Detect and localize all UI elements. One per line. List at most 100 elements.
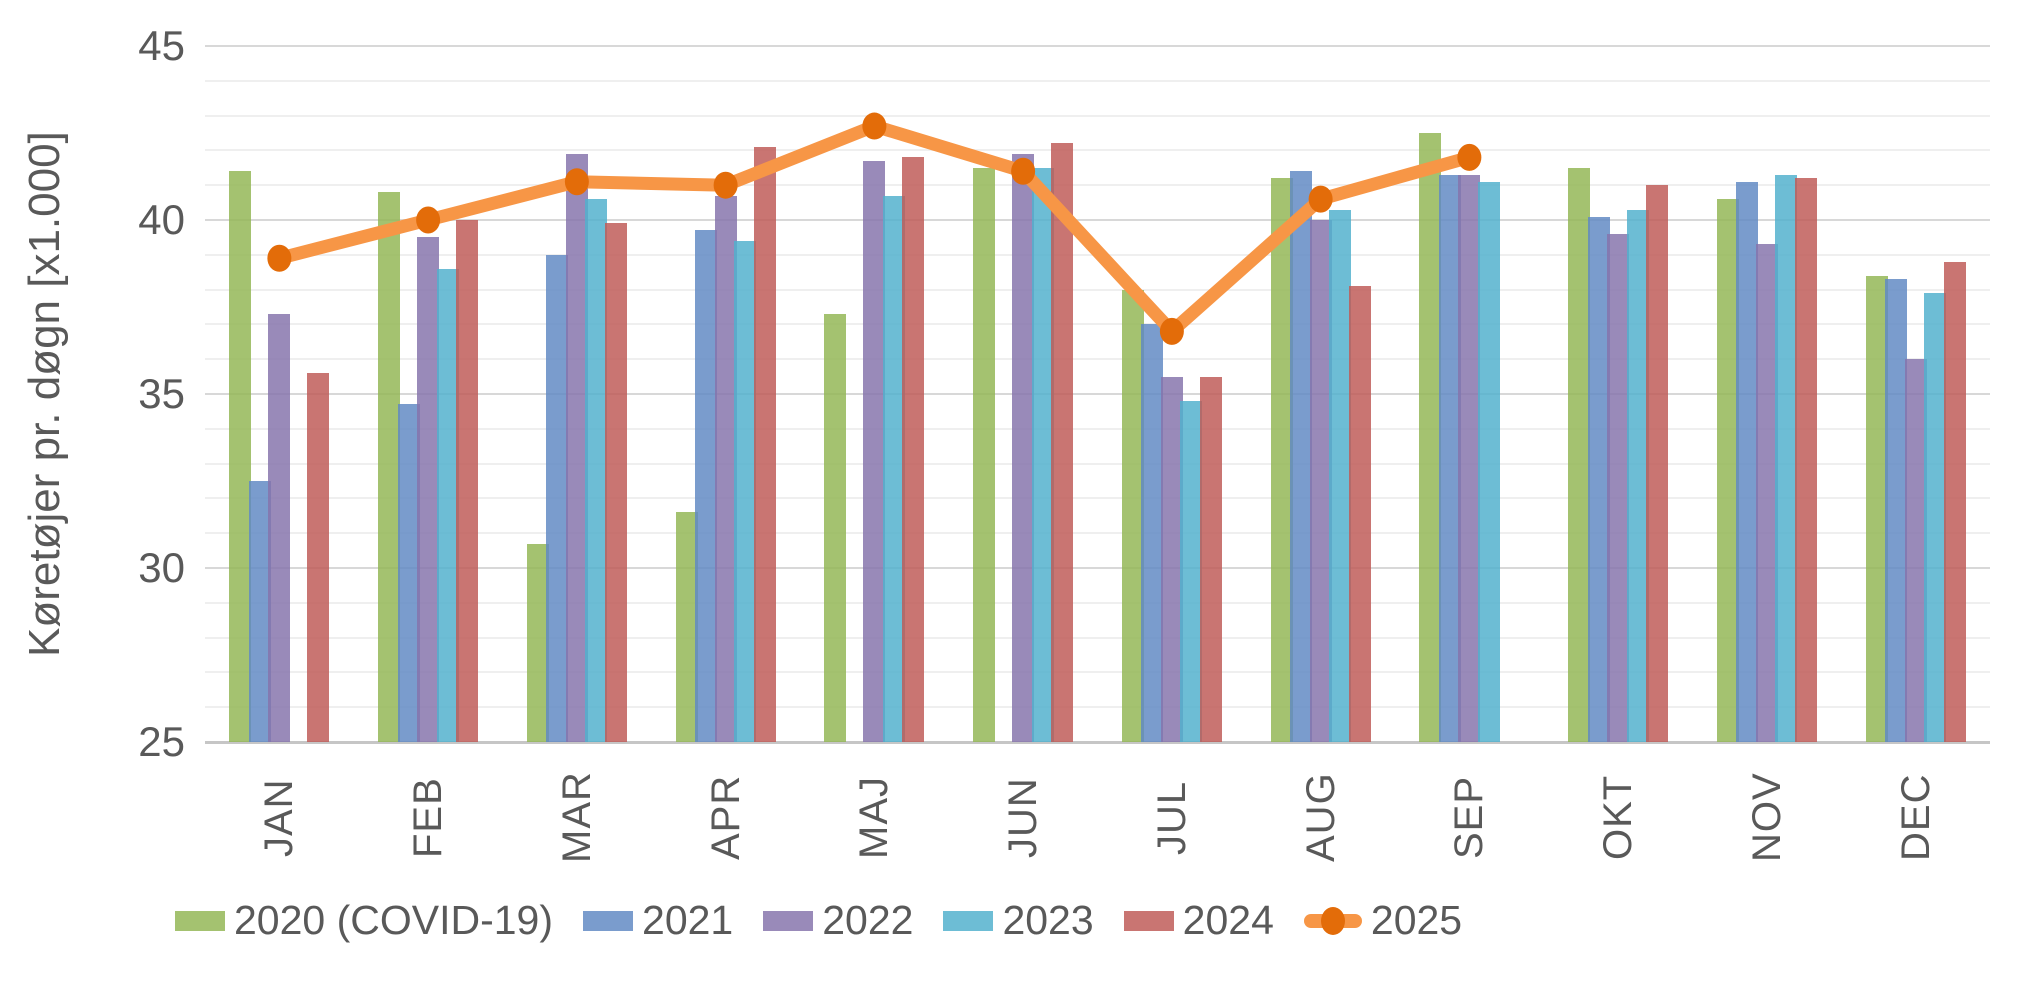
- minor-gridline-43: [205, 114, 1990, 117]
- minor-gridline-36: [205, 358, 1990, 361]
- legend-swatch-2024: [1123, 910, 1174, 931]
- bar-2023-SEP: [1477, 181, 1500, 742]
- legend-line-dot: [1320, 906, 1345, 935]
- major-gridline-30: [205, 567, 1990, 569]
- bar-2024-AUG: [1348, 286, 1371, 742]
- legend-swatch-2021: [583, 910, 634, 931]
- legend: 2020 (COVID-19) 2021 2022 2023 2024 2025: [175, 897, 1462, 944]
- bar-2024-FEB: [456, 220, 479, 742]
- minor-gridline-41: [205, 184, 1990, 187]
- x-axis-line: [205, 741, 1990, 744]
- x-tick-label-JAN: JAN: [257, 778, 302, 857]
- bar-2021-MAR: [546, 254, 569, 742]
- x-tick-label-SEP: SEP: [1447, 775, 1492, 860]
- x-tick-label-JUN: JUN: [1001, 777, 1046, 858]
- x-tick-label-OKT: OKT: [1596, 774, 1641, 861]
- bar-2021-DEC: [1885, 279, 1908, 742]
- bar-2022-OKT: [1607, 233, 1630, 742]
- legend-label-2022: 2022: [822, 897, 914, 943]
- bar-2022-AUG: [1309, 220, 1332, 742]
- legend-label-2024: 2024: [1182, 897, 1274, 943]
- major-gridline-35: [205, 393, 1990, 395]
- bar-2024-APR: [753, 146, 776, 742]
- y-tick-label-45: 45: [138, 22, 185, 69]
- bar-2024-MAJ: [902, 157, 925, 742]
- bar-2023-JUL: [1180, 400, 1203, 742]
- y-tick-label-30: 30: [138, 544, 185, 591]
- bar-2024-JUN: [1051, 143, 1074, 742]
- bar-2021-OKT: [1587, 216, 1610, 742]
- bar-2022-FEB: [417, 237, 440, 742]
- bar-2024-DEC: [1943, 261, 1966, 742]
- bar-2024-JUL: [1199, 376, 1222, 742]
- bar-2020-JUL: [1121, 289, 1144, 742]
- minor-gridline-26: [205, 706, 1990, 709]
- bar-2022-JUL: [1160, 376, 1183, 742]
- legend-item-2021: 2021: [583, 897, 733, 944]
- y-tick-label-25: 25: [138, 718, 185, 765]
- bar-2020-APR: [675, 512, 698, 742]
- legend-item-2025: 2025: [1303, 897, 1463, 944]
- legend-item-2020: 2020 (COVID-19): [175, 897, 553, 944]
- bar-2024-OKT: [1646, 185, 1669, 742]
- legend-swatch-2020: [175, 910, 225, 931]
- legend-item-2022: 2022: [763, 897, 913, 944]
- minor-gridline-42: [205, 149, 1990, 152]
- minor-gridline-27: [205, 671, 1990, 674]
- minor-gridline-44: [205, 79, 1990, 82]
- bar-2023-FEB: [436, 268, 459, 742]
- x-tick-label-APR: APR: [703, 774, 748, 861]
- bar-2023-DEC: [1924, 293, 1947, 742]
- legend-swatch-2023: [943, 910, 994, 931]
- bar-2021-JAN: [248, 481, 271, 742]
- legend-label-2025: 2025: [1370, 897, 1463, 943]
- y-tick-label-35: 35: [138, 370, 185, 417]
- bar-2023-NOV: [1775, 174, 1798, 742]
- bar-2022-DEC: [1904, 359, 1927, 742]
- bar-2020-MAR: [526, 543, 549, 742]
- minor-gridline-34: [205, 427, 1990, 430]
- legend-label-2023: 2023: [1002, 897, 1094, 943]
- line-point-2025-JUL: [1159, 317, 1184, 345]
- minor-gridline-32: [205, 497, 1990, 500]
- legend-item-2024: 2024: [1123, 897, 1274, 944]
- x-tick-label-MAJ: MAJ: [852, 776, 897, 859]
- bar-2024-MAR: [604, 223, 627, 742]
- line-point-2025-SEP: [1457, 143, 1482, 171]
- bar-2020-JAN: [229, 171, 252, 742]
- bar-2022-JAN: [268, 313, 291, 742]
- major-gridline-45: [205, 45, 1990, 47]
- legend-swatch-2022: [763, 910, 814, 931]
- x-tick-label-MAR: MAR: [554, 771, 599, 864]
- bar-2024-JAN: [307, 373, 330, 742]
- bar-2021-NOV: [1736, 181, 1759, 742]
- bar-2020-JUN: [973, 167, 996, 742]
- bar-2020-DEC: [1865, 275, 1888, 742]
- x-tick-label-AUG: AUG: [1298, 772, 1343, 863]
- x-tick-label-FEB: FEB: [406, 777, 451, 858]
- x-tick-label-JUL: JUL: [1149, 780, 1194, 855]
- bar-2023-AUG: [1329, 209, 1352, 742]
- bar-2021-APR: [695, 230, 718, 742]
- bar-2021-JUL: [1141, 324, 1164, 742]
- minor-gridline-28: [205, 636, 1990, 639]
- bar-2022-NOV: [1755, 244, 1778, 742]
- bar-2020-NOV: [1716, 199, 1739, 742]
- bar-2020-OKT: [1568, 167, 1591, 742]
- y-tick-label-40: 40: [138, 196, 185, 243]
- bar-2024-NOV: [1794, 178, 1817, 742]
- minor-gridline-29: [205, 601, 1990, 604]
- bar-2020-MAJ: [824, 313, 847, 742]
- minor-gridline-33: [205, 462, 1990, 465]
- bar-2023-APR: [734, 240, 757, 742]
- legend-line-marker-2025: [1303, 906, 1362, 936]
- bar-2023-OKT: [1626, 209, 1649, 742]
- x-tick-label-DEC: DEC: [1893, 773, 1938, 862]
- legend-label-2020: 2020 (COVID-19): [234, 897, 554, 943]
- minor-gridline-31: [205, 532, 1990, 535]
- line-point-2025-JAN: [267, 244, 292, 272]
- legend-item-2023: 2023: [943, 897, 1094, 944]
- legend-label-2021: 2021: [642, 897, 734, 943]
- x-tick-label-NOV: NOV: [1744, 772, 1789, 863]
